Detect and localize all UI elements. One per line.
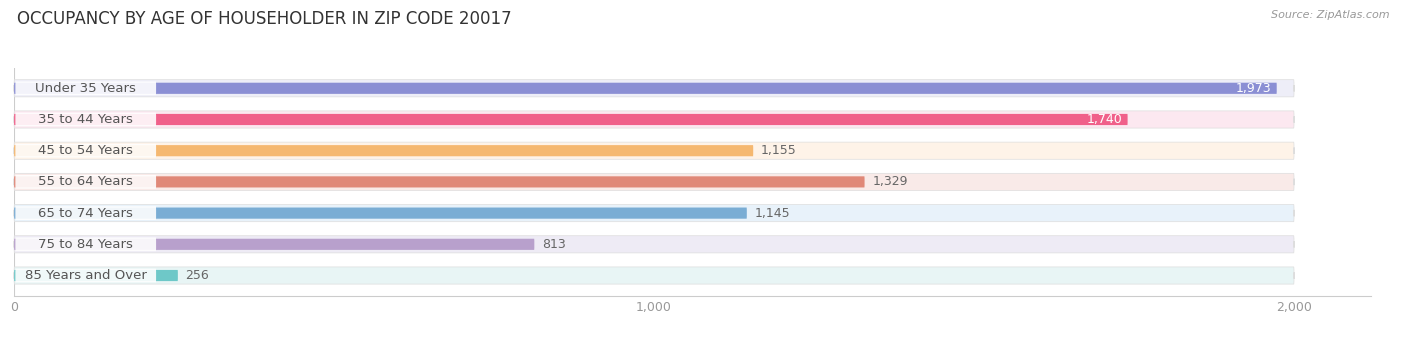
- Text: 75 to 84 Years: 75 to 84 Years: [38, 238, 134, 251]
- FancyBboxPatch shape: [15, 113, 156, 126]
- FancyBboxPatch shape: [14, 173, 1294, 190]
- FancyBboxPatch shape: [14, 176, 865, 187]
- Text: 256: 256: [186, 269, 209, 282]
- Text: 35 to 44 Years: 35 to 44 Years: [38, 113, 134, 126]
- Text: 1,155: 1,155: [761, 144, 797, 157]
- FancyBboxPatch shape: [14, 142, 1294, 159]
- FancyBboxPatch shape: [14, 83, 1277, 94]
- Text: 1,145: 1,145: [755, 207, 790, 220]
- Text: 55 to 64 Years: 55 to 64 Years: [38, 175, 134, 188]
- FancyBboxPatch shape: [14, 111, 1294, 128]
- FancyBboxPatch shape: [14, 267, 1294, 284]
- FancyBboxPatch shape: [14, 270, 179, 281]
- Text: Source: ZipAtlas.com: Source: ZipAtlas.com: [1271, 10, 1389, 20]
- Text: Under 35 Years: Under 35 Years: [35, 82, 136, 95]
- FancyBboxPatch shape: [15, 175, 156, 189]
- FancyBboxPatch shape: [14, 145, 754, 156]
- FancyBboxPatch shape: [15, 81, 156, 95]
- Text: 1,973: 1,973: [1236, 82, 1271, 95]
- FancyBboxPatch shape: [14, 114, 1128, 125]
- FancyBboxPatch shape: [15, 206, 156, 220]
- FancyBboxPatch shape: [14, 205, 1294, 222]
- FancyBboxPatch shape: [14, 207, 747, 219]
- Text: 1,740: 1,740: [1087, 113, 1122, 126]
- FancyBboxPatch shape: [15, 237, 156, 251]
- Text: 1,329: 1,329: [872, 175, 908, 188]
- Text: 85 Years and Over: 85 Years and Over: [25, 269, 146, 282]
- Text: 813: 813: [543, 238, 565, 251]
- FancyBboxPatch shape: [14, 239, 534, 250]
- FancyBboxPatch shape: [15, 144, 156, 157]
- FancyBboxPatch shape: [14, 80, 1294, 97]
- FancyBboxPatch shape: [15, 269, 156, 283]
- Text: OCCUPANCY BY AGE OF HOUSEHOLDER IN ZIP CODE 20017: OCCUPANCY BY AGE OF HOUSEHOLDER IN ZIP C…: [17, 10, 512, 28]
- FancyBboxPatch shape: [14, 236, 1294, 253]
- Text: 45 to 54 Years: 45 to 54 Years: [38, 144, 134, 157]
- Text: 65 to 74 Years: 65 to 74 Years: [38, 207, 134, 220]
